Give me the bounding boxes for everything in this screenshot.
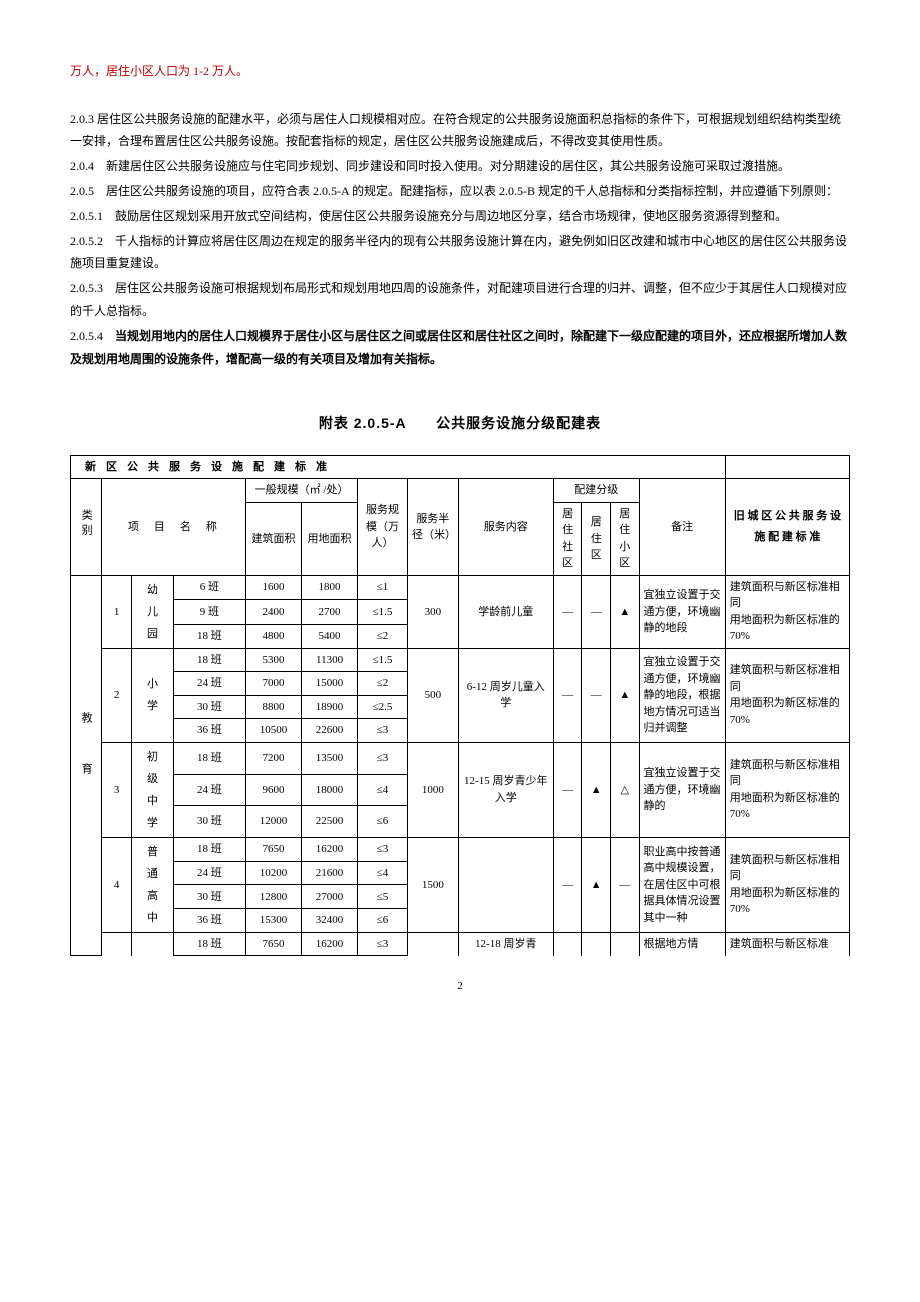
facilities-table: 新区公共服务设施配建标准类别项 目 名 称一般规模（㎡ /处）服务规模（万人）服… — [70, 455, 850, 957]
para-204: 2.0.4 新建居住区公共服务设施应与住宅同步规划、同步建设和同时投入使用。对分… — [70, 155, 850, 178]
para-2054: 2.0.5.4 当规划用地内的居住人口规模界于居住小区与居住区之间或居住区和居住… — [70, 325, 850, 371]
intro-red: 万人，居住小区人口为 1-2 万人。 — [70, 60, 850, 83]
para-203: 2.0.3 居住区公共服务设施的配建水平，必须与居住人口规模相对应。在符合规定的… — [70, 108, 850, 154]
para-2051: 2.0.5.1 鼓励居住区规划采用开放式空间结构，使居住区公共服务设施充分与周边… — [70, 205, 850, 228]
header-new-area: 新区公共服务设施配建标准 — [71, 455, 726, 479]
para-205: 2.0.5 居住区公共服务设施的项目，应符合表 2.0.5-A 的规定。配建指标… — [70, 180, 850, 203]
table-title: 附表 2.0.5-A 公共服务设施分级配建表 — [70, 410, 850, 437]
para-2052: 2.0.5.2 千人指标的计算应将居住区周边在规定的服务半径内的现有公共服务设施… — [70, 230, 850, 276]
page-number: 2 — [70, 976, 850, 997]
para-2053: 2.0.5.3 居住区公共服务设施可根据规划布局形式和规划用地四周的设施条件，对… — [70, 277, 850, 323]
